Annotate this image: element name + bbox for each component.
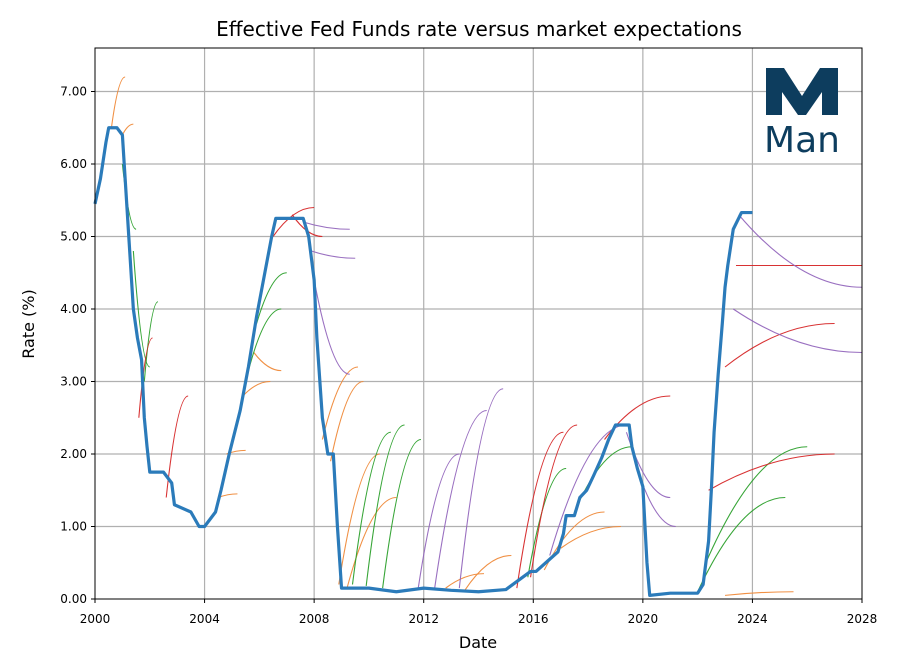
series-layer — [93, 76, 863, 597]
expectation-curve-orange — [464, 554, 512, 591]
expectation-curve-purple — [458, 388, 504, 589]
expectation-curve-green — [705, 446, 808, 563]
expectation-curve-green — [697, 496, 786, 592]
plot-frame — [94, 47, 863, 600]
expectation-curve-purple — [313, 279, 350, 375]
expectation-curve-purple — [634, 461, 676, 528]
man-logo-text: Man — [764, 120, 840, 161]
expectation-curve-purple — [549, 424, 627, 556]
expectation-curve-red — [724, 322, 835, 368]
expectation-curve-purple — [303, 221, 350, 230]
expectation-curve-orange — [321, 366, 359, 440]
expectation-curve-red — [516, 431, 564, 589]
y-tick-label: 0.00 — [60, 592, 87, 606]
expectation-curve-orange — [121, 123, 134, 136]
expectation-curve-orange — [110, 76, 126, 128]
man-logo-mark — [766, 68, 838, 115]
expectation-curve-purple — [311, 250, 356, 259]
chart-title: Effective Fed Funds rate versus market e… — [216, 17, 742, 41]
x-tick-label: 2024 — [737, 612, 768, 626]
x-tick-label: 2016 — [518, 612, 549, 626]
expectation-curve-orange — [445, 573, 484, 589]
grid-lines — [95, 48, 862, 599]
expectation-curve-purple — [417, 453, 460, 589]
expectation-curve-orange — [330, 380, 364, 462]
expectation-curve-green — [351, 431, 391, 585]
man-logo: Man — [764, 68, 840, 161]
y-tick-label: 7.00 — [60, 85, 87, 99]
expectation-curve-green — [365, 424, 405, 587]
expectation-curve-red — [708, 453, 835, 491]
expectation-curve-red — [272, 206, 315, 237]
y-tick-label: 5.00 — [60, 230, 87, 244]
expectation-curve-green — [256, 272, 287, 324]
expectation-curve-red — [530, 424, 578, 578]
expectation-curve-green — [143, 301, 159, 382]
expectation-curve-orange — [560, 525, 621, 549]
expectation-curve-red — [604, 395, 671, 440]
y-tick-label: 2.00 — [60, 447, 87, 461]
y-axis-ticks: 0.00 1.00 2.00 3.00 4.00 5.00 6.00 7.00 — [60, 85, 95, 606]
x-axis-title: Date — [459, 633, 497, 652]
y-tick-label: 1.00 — [60, 520, 87, 534]
expectation-curve-green — [382, 438, 422, 589]
x-axis-ticks: 2000 2004 2008 2012 2016 2020 2024 2028 — [80, 599, 878, 626]
expectation-curve-purple — [732, 308, 863, 354]
x-tick-label: 2004 — [189, 612, 220, 626]
x-tick-label: 2000 — [80, 612, 111, 626]
expectation-curve-purple — [434, 409, 487, 589]
x-tick-label: 2008 — [299, 612, 330, 626]
y-tick-label: 4.00 — [60, 302, 87, 316]
expectation-curve-orange — [242, 380, 271, 397]
x-tick-label: 2012 — [408, 612, 439, 626]
expectation-curve-orange — [338, 453, 380, 585]
expectation-curve-orange — [346, 496, 397, 589]
expectation-curve-orange — [724, 591, 794, 596]
expectation-curve-green — [132, 250, 151, 368]
expectation-curve-purple — [625, 432, 671, 499]
y-tick-label: 3.00 — [60, 375, 87, 389]
y-tick-label: 6.00 — [60, 157, 87, 171]
expectation-curve-green — [527, 467, 567, 578]
effective-rate-line — [93, 126, 753, 597]
expectation-curve-red — [138, 337, 153, 418]
expectation-curve-orange — [253, 352, 282, 372]
y-axis-title: Rate (%) — [19, 289, 38, 358]
expectation-curve-purple — [738, 214, 863, 288]
expectation-curve-orange — [543, 511, 605, 571]
x-tick-label: 2020 — [628, 612, 659, 626]
x-tick-label: 2028 — [847, 612, 878, 626]
